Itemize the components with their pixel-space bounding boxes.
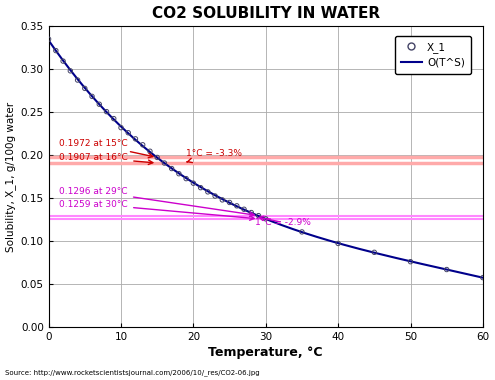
Point	[132, 136, 140, 142]
Text: Source: http://www.rocketscientistsjournal.com/2006/10/_res/CO2-06.jpg: Source: http://www.rocketscientistsjourn…	[5, 369, 259, 376]
Y-axis label: Solubility, X_1, g/100g water: Solubility, X_1, g/100g water	[5, 101, 16, 252]
Text: 1°C = -3.3%: 1°C = -3.3%	[186, 149, 242, 163]
Point	[254, 212, 262, 218]
Point	[66, 68, 74, 74]
Point	[117, 125, 125, 131]
Point	[81, 86, 89, 92]
Point	[370, 249, 378, 255]
Point	[443, 266, 450, 272]
Point	[96, 101, 103, 107]
Point	[52, 48, 60, 54]
Point	[110, 116, 118, 122]
Point	[160, 160, 168, 166]
Point	[74, 77, 82, 83]
Point	[45, 36, 52, 42]
Point	[218, 197, 226, 203]
Point	[88, 93, 96, 100]
Point	[168, 166, 176, 172]
Point	[153, 154, 161, 160]
Point	[59, 58, 67, 64]
Point	[233, 203, 241, 209]
Text: 0.1907 at 16°C: 0.1907 at 16°C	[59, 153, 153, 165]
Text: 1°C = -2.9%: 1°C = -2.9%	[255, 216, 311, 227]
Title: CO2 SOLUBILITY IN WATER: CO2 SOLUBILITY IN WATER	[151, 6, 380, 21]
Point	[226, 200, 234, 206]
Point	[139, 142, 147, 148]
Point	[334, 241, 342, 247]
Point	[406, 259, 414, 265]
Point	[124, 130, 132, 136]
Legend: X_1, O(T^S): X_1, O(T^S)	[395, 36, 471, 74]
Point	[240, 206, 248, 212]
Point	[248, 209, 255, 215]
Text: 0.1296 at 29°C: 0.1296 at 29°C	[59, 187, 254, 217]
Point	[204, 189, 212, 195]
Point	[479, 275, 487, 281]
Point	[102, 109, 110, 115]
Text: 0.1972 at 15°C: 0.1972 at 15°C	[59, 139, 153, 158]
Point	[190, 180, 198, 186]
Point	[197, 185, 204, 191]
Point	[175, 171, 183, 177]
Point	[211, 193, 219, 199]
X-axis label: Temperature, °C: Temperature, °C	[208, 346, 323, 359]
Point	[298, 229, 306, 235]
Point	[262, 216, 270, 222]
Point	[182, 176, 190, 182]
Text: 0.1259 at 30°C: 0.1259 at 30°C	[59, 200, 254, 220]
Point	[146, 148, 154, 154]
